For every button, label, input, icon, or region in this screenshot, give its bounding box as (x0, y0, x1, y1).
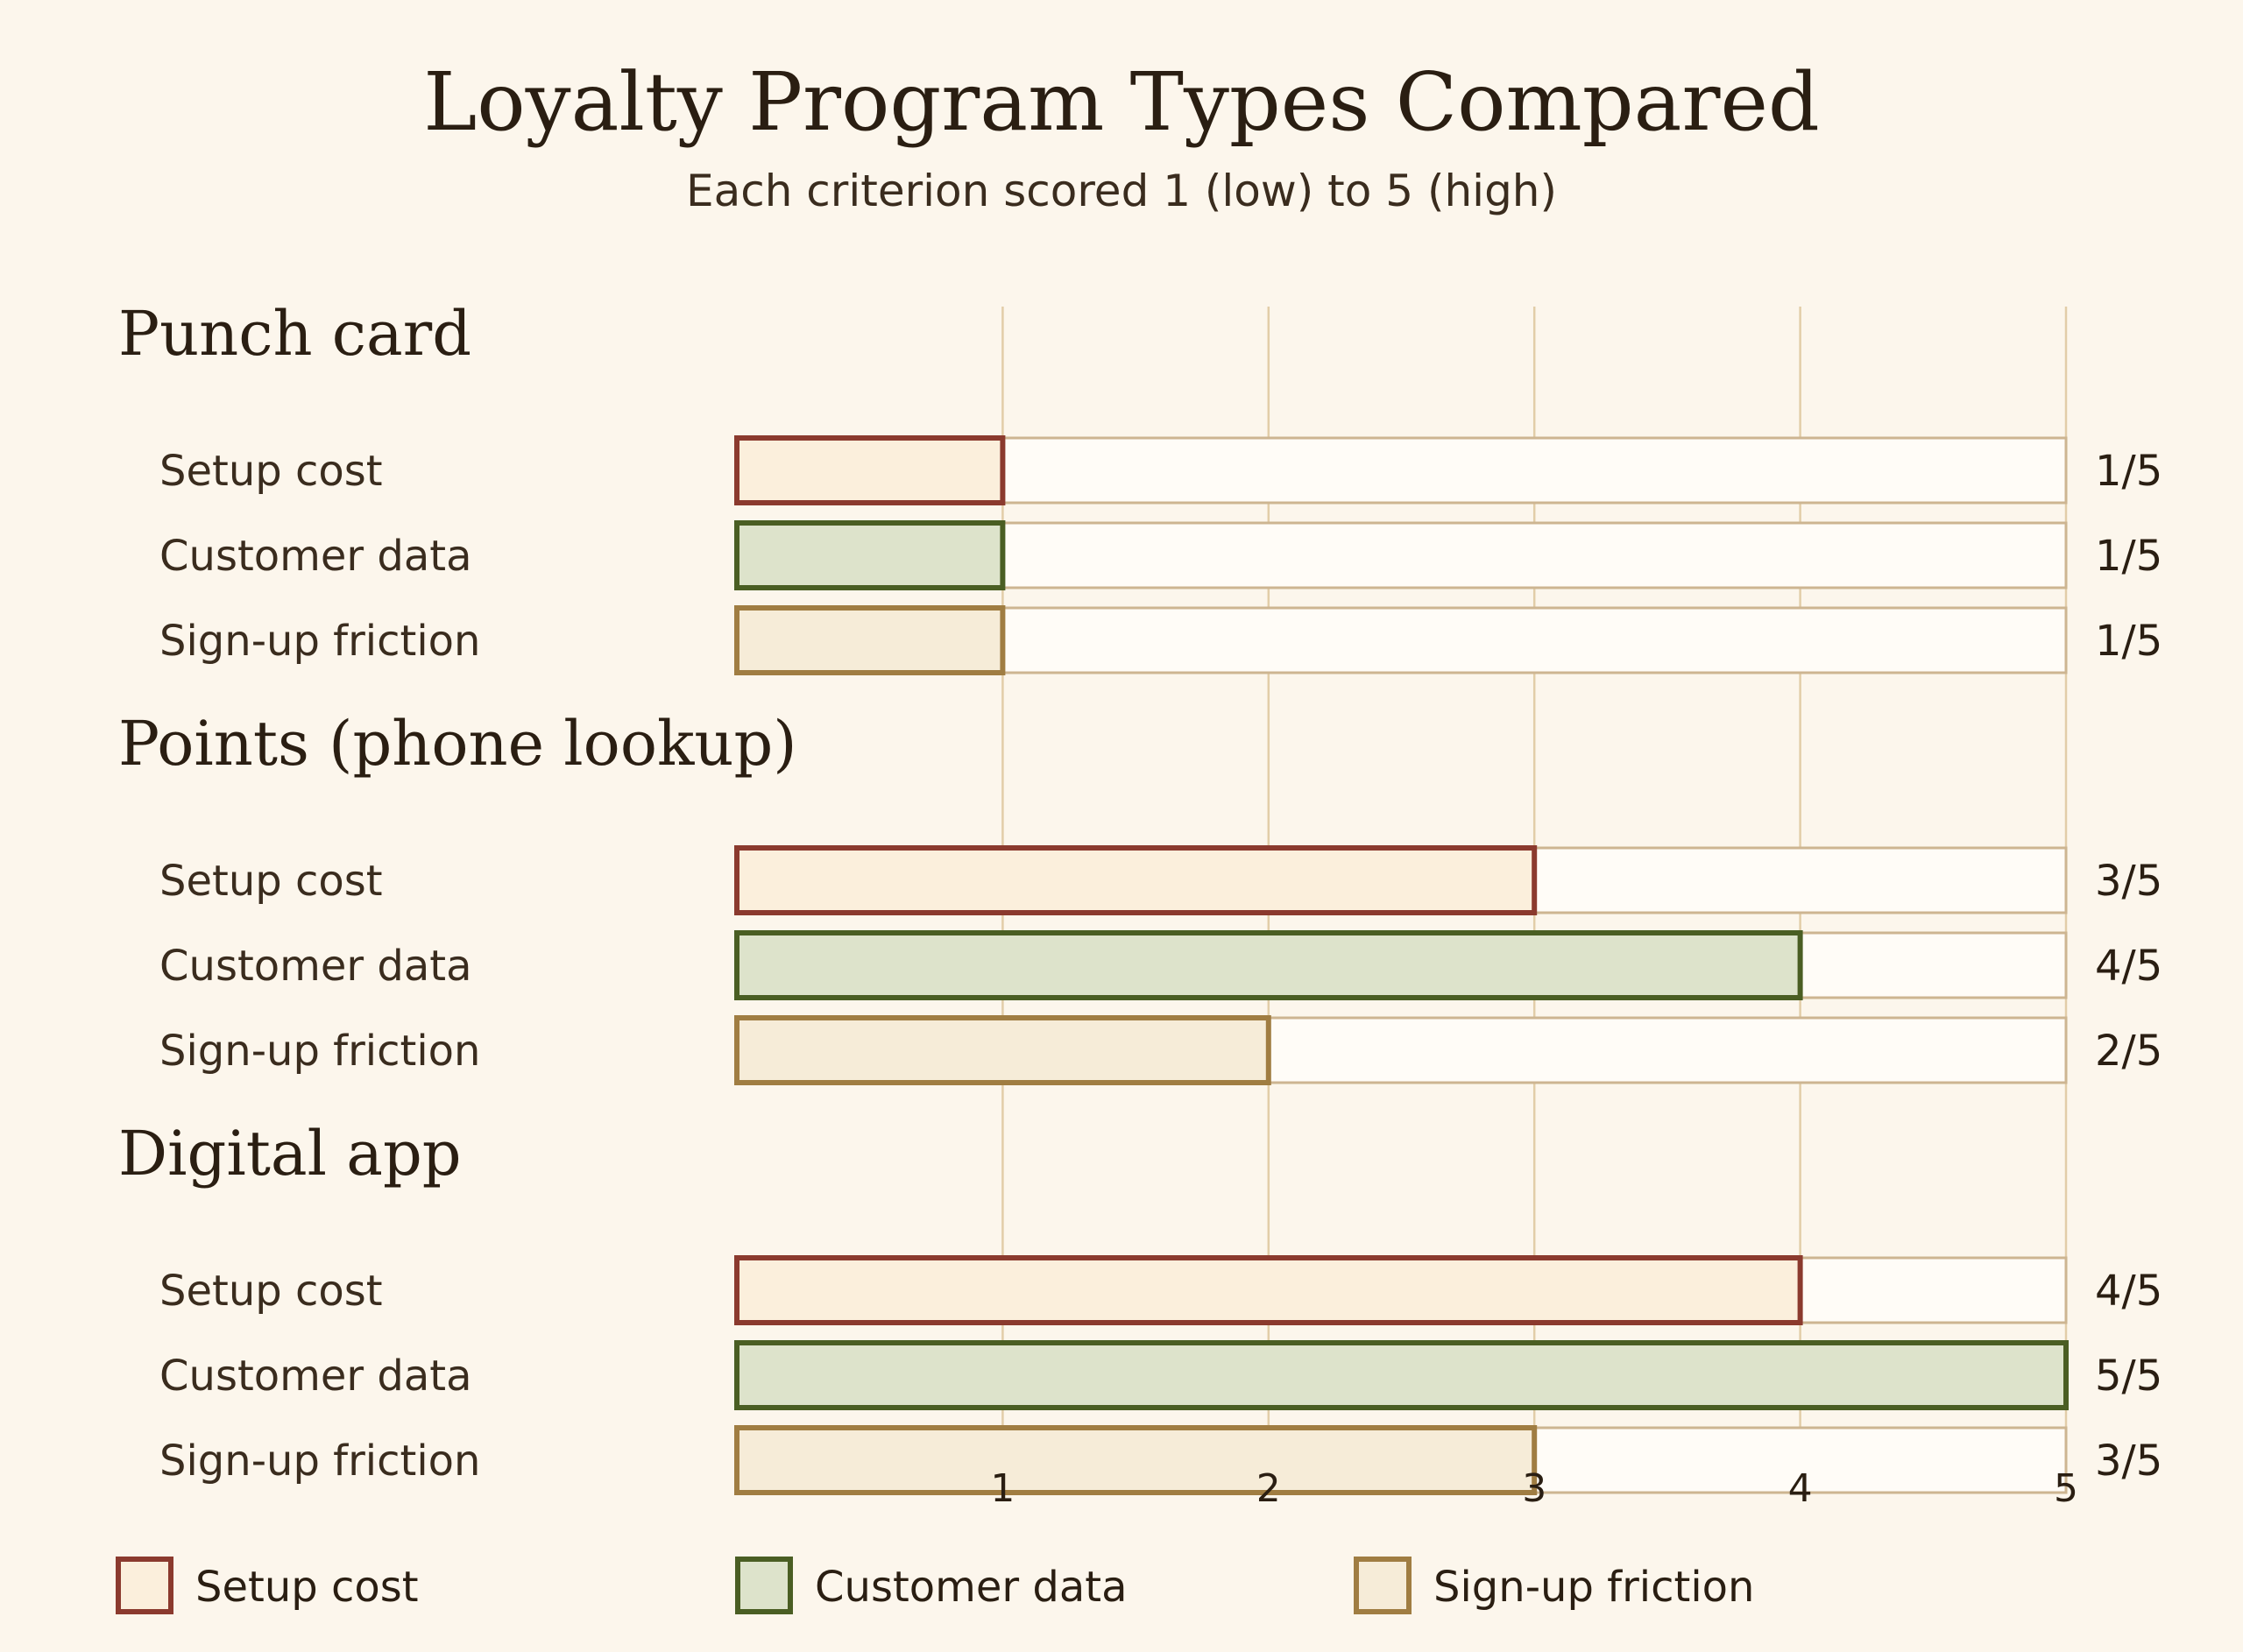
row-label: Sign-up friction (159, 1437, 480, 1486)
row-label: Setup cost (159, 857, 383, 906)
bar-setup-cost (734, 845, 1538, 915)
legend-swatch (1354, 1557, 1412, 1614)
legend-label: Sign-up friction (1433, 1563, 1754, 1612)
bar-rows: Punch card Setup cost 1/5 Customer data 1/5 S… (118, 298, 2162, 1495)
tick-label-3: 3 (1522, 1466, 1546, 1511)
tick-label-2: 2 (1256, 1466, 1281, 1511)
value-label: 5/5 (2095, 1352, 2162, 1401)
legend-label: Setup cost (195, 1563, 419, 1612)
row-label: Sign-up friction (159, 1027, 480, 1076)
bar-customer-data (734, 930, 1803, 1000)
tick-label-5: 5 (2054, 1466, 2078, 1511)
row-label: Sign-up friction (159, 617, 480, 666)
legend-item: Setup cost (116, 1557, 419, 1614)
row-label: Setup cost (159, 1267, 383, 1316)
bar-customer-data (734, 520, 1006, 590)
bar-sign-up-friction (734, 605, 1006, 675)
chart-subtitle: Each criterion scored 1 (low) to 5 (high… (686, 166, 1557, 216)
value-label: 1/5 (2095, 617, 2162, 666)
group-title: Punch card (118, 298, 471, 370)
bar-setup-cost (734, 1255, 1803, 1325)
x-axis-ticks: 1 2 3 4 5 (990, 1466, 2078, 1511)
legend-label: Customer data (815, 1563, 1128, 1612)
group-0: Punch card Setup cost 1/5 Customer data 1/5 S… (118, 298, 2162, 675)
legend-item: Customer data (735, 1557, 1128, 1614)
legend-item: Sign-up friction (1354, 1557, 1754, 1614)
value-label: 3/5 (2095, 857, 2162, 906)
value-label: 2/5 (2095, 1027, 2162, 1076)
value-label: 4/5 (2095, 1267, 2162, 1316)
bar-sign-up-friction (734, 1015, 1271, 1085)
value-label: 1/5 (2095, 532, 2162, 581)
value-label: 4/5 (2095, 942, 2162, 991)
legend: Setup cost Customer data Sign-up friction (116, 1557, 1754, 1614)
group-title: Digital app (118, 1118, 462, 1190)
legend-swatch (116, 1557, 173, 1614)
value-label: 1/5 (2095, 447, 2162, 496)
row-label: Customer data (159, 532, 472, 581)
row-label: Customer data (159, 942, 472, 991)
group-1: Points (phone lookup) Setup cost 3/5 Custom… (118, 708, 2162, 1085)
bar-customer-data (734, 1340, 2069, 1410)
group-2: Digital app Setup cost 4/5 Customer data 5/5… (118, 1118, 2162, 1495)
bar-setup-cost (734, 435, 1006, 505)
group-title: Points (phone lookup) (118, 708, 797, 780)
tick-label-1: 1 (990, 1466, 1015, 1511)
legend-swatch (735, 1557, 793, 1614)
value-label: 3/5 (2095, 1437, 2162, 1486)
row-label: Customer data (159, 1352, 472, 1401)
tick-label-4: 4 (1788, 1466, 1813, 1511)
row-label: Setup cost (159, 447, 383, 496)
bar-sign-up-friction (734, 1425, 1538, 1495)
chart-title: Loyalty Program Types Compared (423, 55, 1820, 149)
